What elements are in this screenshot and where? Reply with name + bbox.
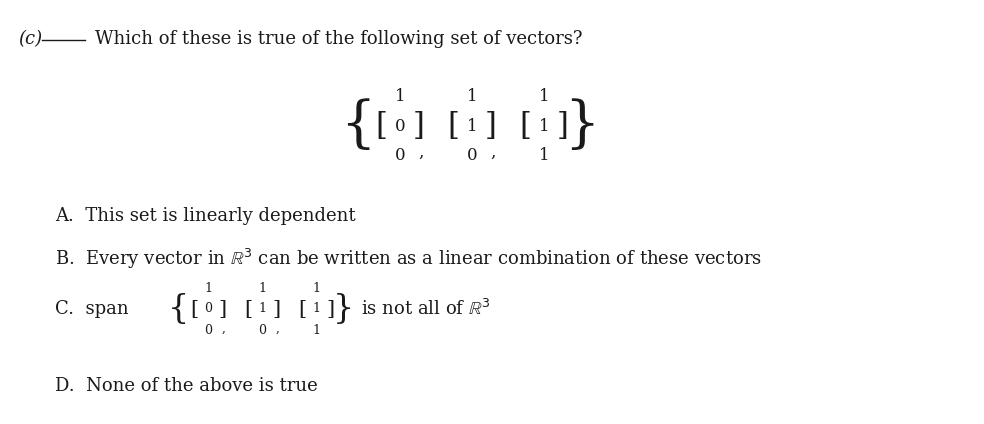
Text: 0: 0: [204, 302, 212, 315]
Text: ]: ]: [272, 299, 280, 318]
Text: 1: 1: [312, 282, 320, 295]
Text: ]: ]: [485, 111, 497, 142]
Text: [: [: [190, 299, 198, 318]
Text: C.  span: C. span: [55, 300, 129, 318]
Text: ]: ]: [413, 111, 425, 142]
Text: is not all of $\mathbb{R}^3$: is not all of $\mathbb{R}^3$: [361, 299, 491, 319]
Text: ]: ]: [326, 299, 335, 318]
Text: (c): (c): [18, 30, 42, 48]
Text: 1: 1: [258, 282, 266, 295]
Text: ]: ]: [557, 111, 569, 142]
Text: A.  This set is linearly dependent: A. This set is linearly dependent: [55, 207, 355, 225]
Text: 1: 1: [204, 282, 212, 295]
Text: 1: 1: [258, 302, 266, 315]
Text: 0: 0: [395, 117, 405, 134]
Text: Which of these is true of the following set of vectors?: Which of these is true of the following …: [95, 30, 583, 48]
Text: ]: ]: [218, 299, 226, 318]
Text: }: }: [333, 293, 353, 325]
Text: 1: 1: [395, 87, 405, 104]
Text: 1: 1: [538, 87, 549, 104]
Text: D.  None of the above is true: D. None of the above is true: [55, 377, 318, 395]
Text: 1: 1: [466, 117, 477, 134]
Text: 1: 1: [538, 148, 549, 165]
Text: [: [: [244, 299, 252, 318]
Text: [: [: [447, 111, 459, 142]
Text: B.  Every vector in $\mathbb{R}^3$ can be written as a linear combination of the: B. Every vector in $\mathbb{R}^3$ can be…: [55, 247, 762, 271]
Text: 1: 1: [538, 117, 549, 134]
Text: [: [: [298, 299, 306, 318]
Text: ,: ,: [276, 321, 279, 335]
Text: 0: 0: [395, 148, 405, 165]
Text: 0: 0: [466, 148, 477, 165]
Text: 1: 1: [466, 87, 477, 104]
Text: ,: ,: [490, 143, 495, 161]
Text: [: [: [375, 111, 387, 142]
Text: 0: 0: [204, 324, 212, 337]
Text: }: }: [565, 99, 599, 153]
Text: 1: 1: [312, 302, 320, 315]
Text: {: {: [167, 293, 189, 325]
Text: [: [: [520, 111, 531, 142]
Text: ,: ,: [418, 143, 423, 161]
Text: 0: 0: [258, 324, 266, 337]
Text: ,: ,: [222, 321, 226, 335]
Text: 1: 1: [312, 324, 320, 337]
Text: {: {: [340, 99, 376, 153]
